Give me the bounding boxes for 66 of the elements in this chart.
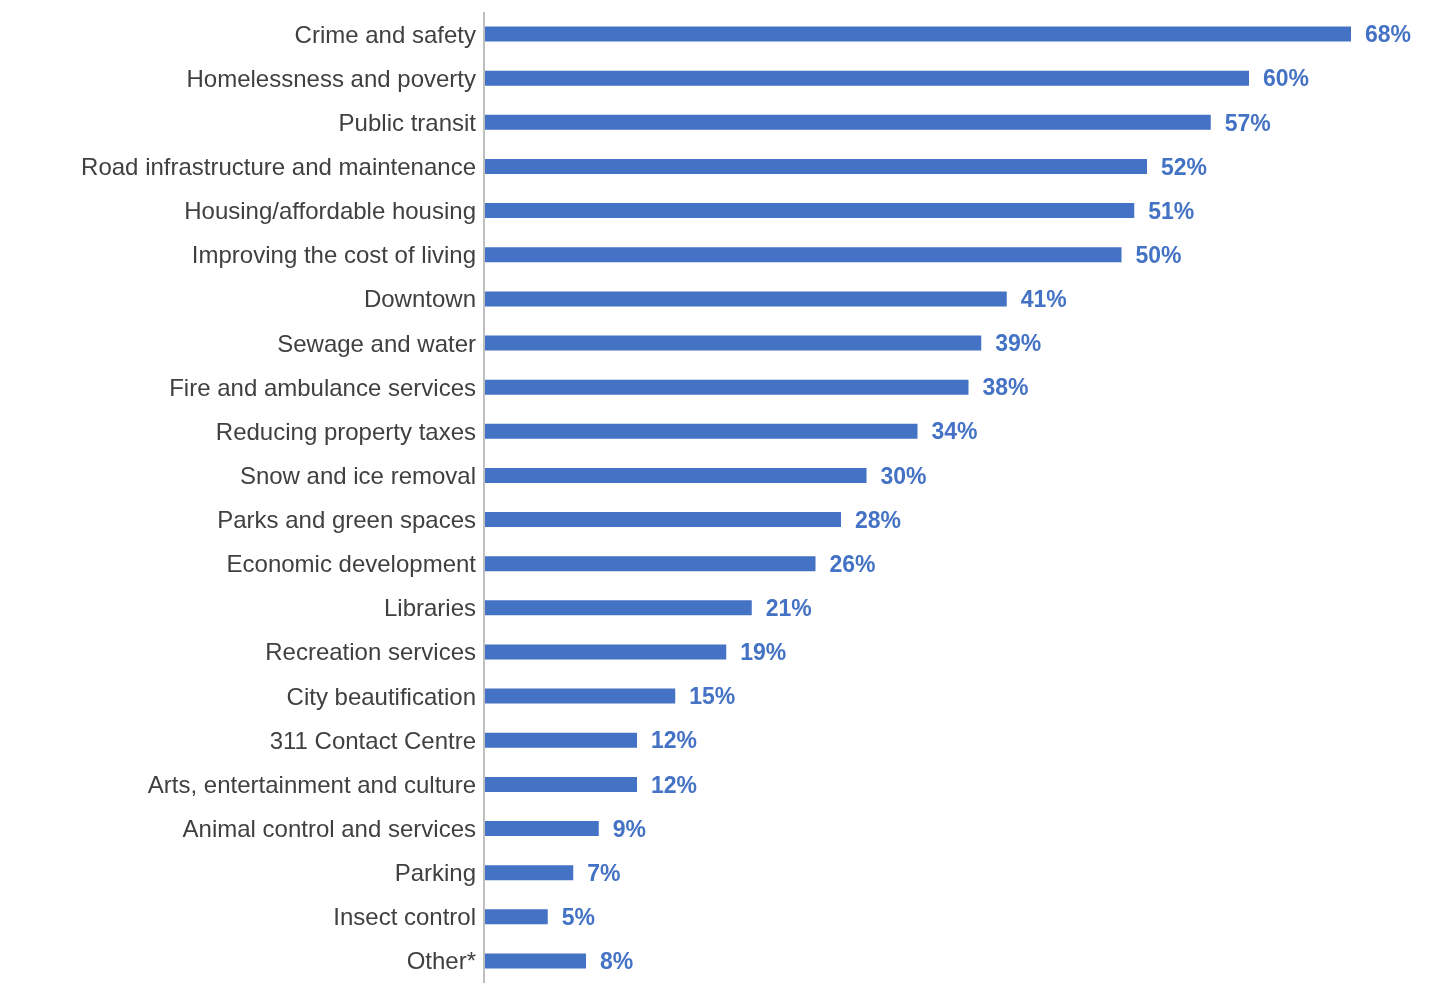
bar: [484, 114, 1211, 130]
bar: [484, 335, 982, 351]
bar: [484, 423, 918, 439]
data-label: 41%: [1020, 286, 1067, 313]
data-label: 57%: [1224, 109, 1271, 136]
y-tick-label: Road infrastructure and maintenance: [81, 153, 476, 180]
y-tick-label: Animal control and services: [182, 815, 476, 843]
data-label: 9%: [612, 815, 646, 842]
data-label: 30%: [880, 462, 927, 489]
bar: [484, 953, 586, 969]
y-tick-label: Parks and green spaces: [217, 506, 476, 534]
bar: [484, 821, 599, 837]
y-tick-label: Downtown: [363, 285, 476, 313]
y-tick-label: Snow and ice removal: [239, 461, 476, 489]
y-tick-label: Other*: [406, 947, 476, 975]
bar: [484, 203, 1135, 219]
y-tick-label: Libraries: [383, 594, 476, 622]
y-tick-label: Homelessness and poverty: [186, 64, 476, 92]
bar: [484, 291, 1007, 307]
data-label: 12%: [651, 771, 698, 798]
y-tick-label: Economic development: [226, 550, 477, 578]
bar: [484, 70, 1249, 86]
data-label: 19%: [740, 639, 787, 666]
bar: [484, 776, 637, 792]
bar: [484, 512, 841, 528]
y-tick-label: Housing/affordable housing: [184, 197, 476, 225]
data-label: 52%: [1161, 153, 1208, 180]
y-tick-label: Arts, entertainment and culture: [147, 770, 476, 798]
bar: [484, 865, 574, 881]
bar: [484, 600, 752, 616]
y-tick-label: Public transit: [338, 108, 477, 136]
y-tick-label: Parking: [394, 859, 476, 887]
data-label: 28%: [855, 506, 902, 533]
bar: [484, 688, 676, 704]
data-label: 12%: [651, 727, 698, 754]
data-label: 7%: [587, 859, 621, 886]
bar: [484, 732, 637, 748]
bar: [484, 379, 969, 395]
y-tick-label: Reducing property taxes: [215, 417, 476, 445]
bar: [484, 26, 1351, 42]
y-tick-label: Sewage and water: [277, 329, 477, 357]
bar: [484, 467, 867, 483]
bar: [484, 909, 548, 925]
data-label: 21%: [765, 595, 812, 621]
y-tick-label: Fire and ambulance services: [169, 373, 476, 401]
data-label: 15%: [689, 683, 736, 710]
bar: [484, 247, 1122, 263]
data-label: 51%: [1148, 197, 1195, 224]
data-label: 26%: [829, 550, 876, 577]
data-label: 8%: [600, 948, 634, 975]
y-tick-label: Crime and safety: [294, 20, 476, 48]
y-tick-label: Improving the cost of living: [191, 241, 476, 269]
y-tick-label: Recreation services: [265, 638, 476, 666]
bar: [484, 556, 816, 572]
data-label: 5%: [561, 903, 595, 930]
data-label: 50%: [1135, 241, 1182, 268]
data-label: 34%: [931, 418, 978, 445]
y-tick-label: Insect control: [333, 903, 476, 931]
data-label: 60%: [1263, 65, 1310, 92]
y-tick-label: 311 Contact Centre: [269, 726, 476, 754]
data-label: 38%: [982, 374, 1029, 401]
bar: [484, 644, 727, 660]
y-tick-label: City beautification: [286, 682, 476, 710]
data-label: 68%: [1365, 21, 1412, 48]
bar: [484, 158, 1147, 174]
data-label: 39%: [995, 330, 1042, 357]
